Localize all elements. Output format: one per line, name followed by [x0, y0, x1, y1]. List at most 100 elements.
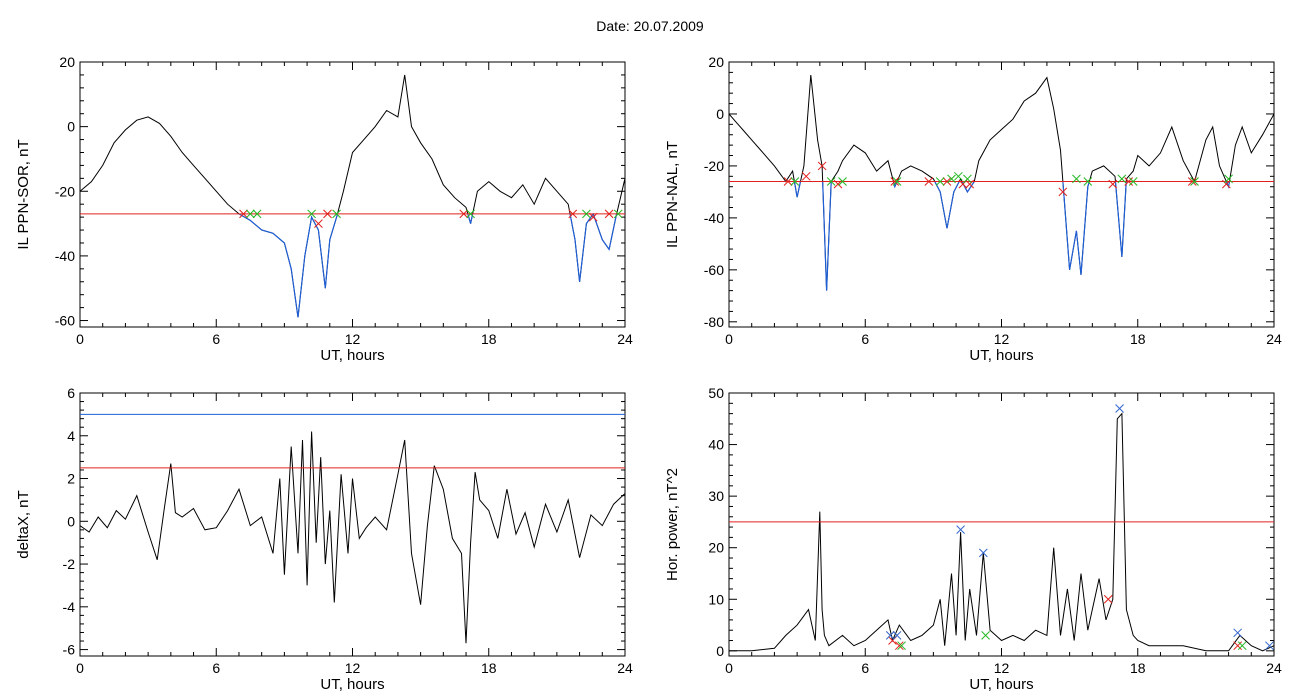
x-tick-label: 18 — [1130, 331, 1146, 347]
x-tick-label: 12 — [994, 660, 1010, 676]
x-tick-label: 0 — [725, 660, 733, 676]
date-label: Date: 20.07.2009 — [596, 18, 704, 34]
x-tick-label: 18 — [481, 331, 497, 347]
series-below-threshold — [785, 181, 1231, 291]
il-ppn-nal-panel: 0 6 12 18 24 -80 -60 -40 -20 0 20 UT, hours IL PPN-N… — [664, 54, 1282, 364]
marker-red — [568, 209, 578, 219]
marker-red — [459, 209, 469, 219]
y-tick-label: 0 — [716, 643, 724, 659]
marker-green — [935, 177, 945, 186]
x-tick-label: 0 — [76, 331, 84, 347]
marker-green — [582, 209, 591, 219]
marker-red — [965, 179, 975, 189]
marker-green — [897, 641, 906, 651]
x-tick-label: 12 — [345, 660, 361, 676]
marker-red — [323, 209, 332, 219]
marker-blue — [892, 631, 902, 640]
x-tick-label: 18 — [1130, 660, 1146, 676]
marker-red — [801, 171, 811, 181]
series-line — [729, 412, 1274, 652]
il-ppn-sor-frame — [79, 61, 626, 328]
y-tick-label: 0 — [67, 119, 75, 135]
y-tick-label: -2 — [63, 556, 76, 572]
marker-red — [1108, 179, 1118, 189]
marker-green — [245, 209, 255, 219]
marker-red — [942, 177, 952, 186]
marker-green — [466, 209, 475, 219]
marker-green — [1224, 174, 1233, 184]
marker-green — [954, 171, 963, 181]
marker-blue — [956, 525, 965, 535]
il-ppn-sor-panel: 0 6 12 18 24 -60 -40 -20 0 20 UT, hours IL PPN-SOR,… — [15, 54, 633, 364]
y-tick-label: 2 — [67, 471, 75, 487]
marker-red — [1221, 179, 1231, 189]
y-axis-title: IL PPN-SOR, nT — [15, 139, 32, 249]
marker-green — [307, 209, 316, 219]
y-tick-label: -60 — [55, 313, 75, 329]
marker-red — [1233, 641, 1243, 651]
marker-red — [924, 177, 934, 186]
x-tick-label: 18 — [481, 660, 497, 676]
x-tick-label: 24 — [1266, 331, 1282, 347]
y-axis-title: Hor. power, nT^2 — [664, 468, 681, 581]
marker-blue — [1265, 641, 1274, 651]
marker-red — [1058, 187, 1068, 197]
marker-green — [963, 174, 972, 184]
marker-red — [239, 209, 248, 219]
x-tick-label: 24 — [617, 660, 633, 676]
x-tick-label: 24 — [617, 331, 633, 347]
marker-red — [894, 641, 904, 651]
il-ppn-nal-frame — [728, 61, 1275, 328]
marker-red — [604, 209, 614, 219]
marker-blue — [1233, 628, 1243, 638]
marker-green — [1117, 174, 1127, 184]
y-tick-label: -40 — [55, 248, 75, 264]
y-tick-label: -4 — [63, 599, 76, 615]
y-tick-label: -20 — [704, 158, 724, 174]
marker-red — [314, 219, 323, 228]
x-tick-label: 6 — [212, 331, 220, 347]
series-line — [80, 431, 625, 644]
y-tick-label: -80 — [704, 314, 724, 330]
marker-blue — [978, 548, 988, 558]
marker-blue — [1115, 404, 1124, 413]
marker-red — [1103, 594, 1113, 604]
y-axis-title: IL PPN-NAL, nT — [664, 141, 681, 248]
y-tick-label: 6 — [67, 385, 75, 401]
marker-green — [332, 209, 341, 219]
marker-green — [826, 177, 836, 186]
y-tick-label: -20 — [55, 183, 75, 199]
series-below-threshold — [238, 213, 618, 318]
y-tick-label: 20 — [708, 54, 724, 70]
y-tick-label: 40 — [708, 437, 724, 453]
marker-green — [1237, 641, 1247, 651]
series-line — [80, 74, 625, 318]
marker-red — [1124, 177, 1134, 186]
marker-green — [947, 174, 956, 184]
marker-red — [817, 161, 827, 171]
marker-red — [588, 212, 598, 222]
y-tick-label: 20 — [708, 540, 724, 556]
y-tick-label: 50 — [708, 385, 724, 401]
marker-green — [252, 209, 262, 219]
marker-green — [892, 177, 902, 186]
marker-green — [981, 631, 990, 640]
y-tick-label: 20 — [59, 54, 75, 70]
marker-green — [613, 209, 623, 219]
x-axis-title: UT, hours — [320, 676, 384, 693]
y-axis-title: deltaX, nT — [15, 490, 32, 558]
y-tick-label: 10 — [708, 591, 724, 607]
hor-power-panel: 0 6 12 18 24 0 10 20 30 40 50 UT, hours Hor. power, … — [664, 385, 1282, 693]
x-tick-label: 12 — [345, 331, 361, 347]
hor-power-frame — [728, 392, 1275, 657]
marker-green — [790, 177, 800, 186]
marker-red — [1187, 177, 1197, 186]
marker-green — [1190, 177, 1199, 186]
marker-red — [783, 177, 793, 186]
y-tick-label: 0 — [716, 106, 724, 122]
x-tick-label: 24 — [1266, 660, 1282, 676]
y-tick-label: -40 — [704, 210, 724, 226]
y-tick-label: 0 — [67, 513, 75, 529]
marker-green — [1072, 174, 1081, 184]
